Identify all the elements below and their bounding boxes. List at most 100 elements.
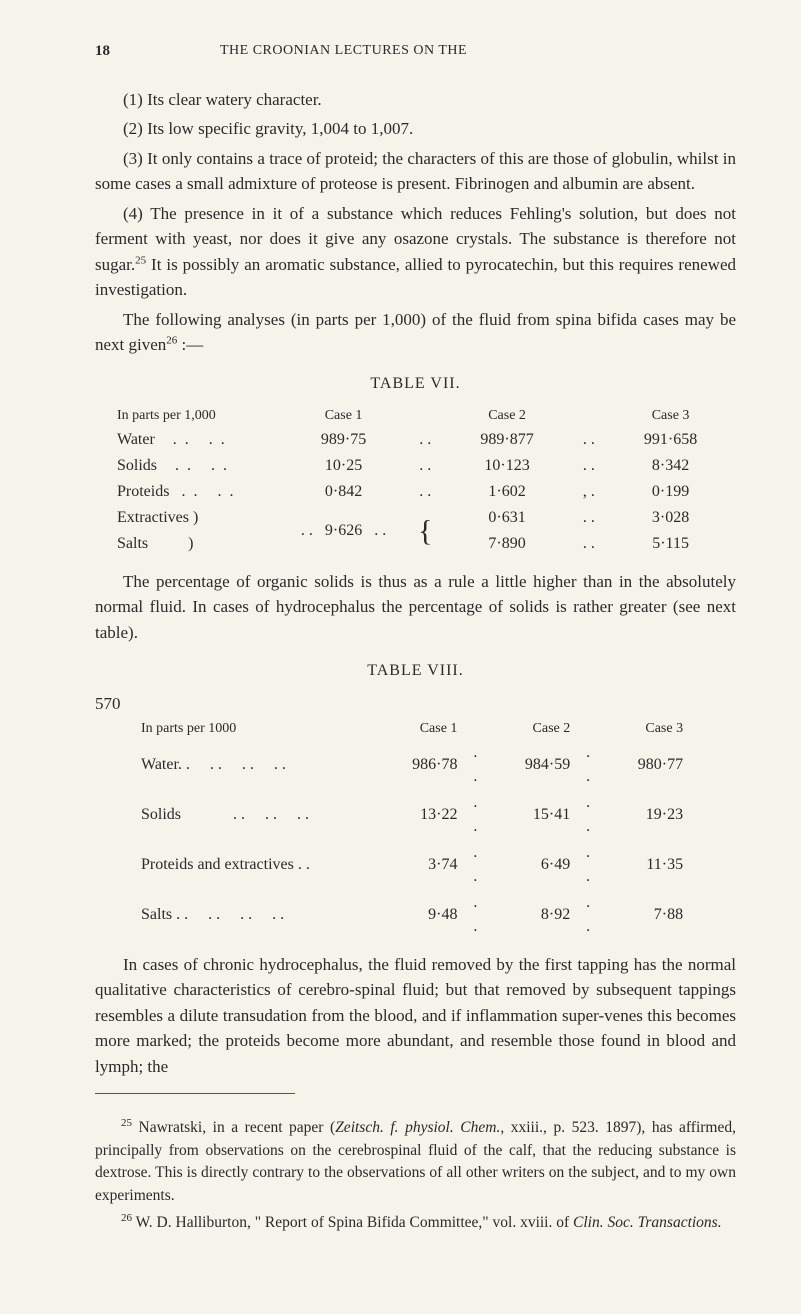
spacer (572, 404, 605, 427)
cell: 9·48 (374, 890, 463, 940)
dots: . . (576, 740, 600, 790)
citation-ital: Zeitsch. f. physiol. Chem. (335, 1119, 500, 1136)
list-item-4: (4) The presence in it of a substance wh… (95, 201, 736, 303)
dots: . . (463, 790, 487, 840)
col-header: In parts per 1,000 (95, 404, 278, 427)
row-label: Extractives ) (95, 505, 278, 531)
table-row: Solids . . . . . . 13·22 . . 15·41 . . 1… (125, 790, 689, 840)
col-header: Case 2 (487, 717, 576, 740)
text: :— (177, 335, 203, 354)
dots: . . (463, 740, 487, 790)
list-item-2: (2) Its low specific gravity, 1,004 to 1… (95, 116, 736, 142)
cell: 984·59 (487, 740, 576, 790)
page-number: 18 (95, 40, 110, 63)
spacer (409, 404, 442, 427)
dots: . . (409, 427, 442, 453)
table-8: In parts per 1000 Case 1 Case 2 Case 3 W… (125, 717, 689, 940)
row-label: Solids . . . . . . (125, 790, 374, 840)
text: It is possibly an aromatic substance, al… (95, 255, 736, 300)
table-row: Proteids . . . . 0·842 . . 1·602 , . 0·1… (95, 479, 736, 505)
row-label: Salts ) (95, 531, 278, 557)
dots: . . (576, 840, 600, 890)
table-row: Extractives ) . . 9·626 . . { 0·631 . . … (95, 505, 736, 531)
table-row: Water . . . . 989·75 . . 989·877 . . 991… (95, 427, 736, 453)
col-header: Case 1 (374, 717, 463, 740)
table-row: Solids . . . . 10·25 . . 10·123 . . 8·34… (95, 453, 736, 479)
row-label: Salts . . . . . . . . (125, 890, 374, 940)
table-row: Salts . . . . . . . . 9·48 . . 8·92 . .7… (125, 890, 689, 940)
cell: 13·22 (374, 790, 463, 840)
cell: 989·877 (442, 427, 573, 453)
col-header: Case 3 (605, 404, 736, 427)
footnote-num: 25 (121, 1117, 132, 1129)
cell: 11·35 (600, 840, 689, 890)
table-8-title: TABLE VIII. (95, 659, 736, 683)
footnote-ref-26: 26 (166, 334, 177, 346)
dots: . . (572, 453, 605, 479)
table-row: Proteids and extractives . . 3·74 . . 6·… (125, 840, 689, 890)
list-item-1: (1) Its clear watery character. (95, 87, 736, 113)
dots: . . (572, 505, 605, 531)
table-row: Water. . . . . . . . 986·78 . . 984·59 .… (125, 740, 689, 790)
dots: . . (576, 790, 600, 840)
footnote-rule (95, 1093, 295, 1094)
citation-ital: Clin. Soc. Transactions. (573, 1214, 722, 1231)
table-7: In parts per 1,000 Case 1 Case 2 Case 3 … (95, 404, 736, 557)
cell: 986·78 (374, 740, 463, 790)
cell: 10·123 (442, 453, 573, 479)
cell: 8·92 (487, 890, 576, 940)
table-7-title: TABLE VII. (95, 372, 736, 396)
cell: 6·49 (487, 840, 576, 890)
cell: 0·842 (278, 479, 409, 505)
dots: . . (576, 890, 600, 940)
spacer (576, 717, 600, 740)
cell: 8·342 (605, 453, 736, 479)
brace: { (409, 505, 442, 557)
cell: 7·88 (600, 890, 689, 940)
cell: 19·23 (600, 790, 689, 840)
row-label: Water. . . . . . . . (125, 740, 374, 790)
paragraph-6: The percentage of organic solids is thus… (95, 569, 736, 646)
col-header: Case 1 (278, 404, 409, 427)
table-header-row: In parts per 1,000 Case 1 Case 2 Case 3 (95, 404, 736, 427)
dots: . . (409, 453, 442, 479)
cell: 5·115 (605, 531, 736, 557)
cell: 989·75 (278, 427, 409, 453)
cell: 980·77 (600, 740, 689, 790)
list-item-3: (3) It only contains a trace of proteid;… (95, 146, 736, 197)
row-label: Proteids . . . . (95, 479, 278, 505)
col-header: Case 2 (442, 404, 573, 427)
table-header-row: In parts per 1000 Case 1 Case 2 Case 3 (125, 717, 689, 740)
cell: 3·028 (605, 505, 736, 531)
paragraph-7: In cases of chronic hydrocephalus, the f… (95, 952, 736, 1080)
row-label: Water . . . . (95, 427, 278, 453)
dots: . . (463, 890, 487, 940)
text: Nawratski, in a recent paper ( (132, 1119, 335, 1136)
cell: 7·890 (442, 531, 573, 557)
footnote-26: 26 W. D. Halliburton, " Report of Spina … (95, 1211, 736, 1235)
cell: . . 9·626 . . (278, 505, 409, 557)
footnote-ref-25: 25 (135, 254, 146, 266)
cell: 15·41 (487, 790, 576, 840)
cell: 0·199 (605, 479, 736, 505)
spacer (463, 717, 487, 740)
dots: . . (572, 427, 605, 453)
cell: 991·658 (605, 427, 736, 453)
running-title: THE CROONIAN LECTURES ON THE (220, 40, 467, 63)
dots: . . (572, 531, 605, 557)
page-header: 18 THE CROONIAN LECTURES ON THE (95, 40, 736, 63)
text: W. D. Halliburton, " Report of Spina Bif… (132, 1214, 573, 1231)
col-header: Case 3 (600, 717, 689, 740)
cell: 10·25 (278, 453, 409, 479)
dots: . . (463, 840, 487, 890)
row-label: Solids . . . . (95, 453, 278, 479)
dots: , . (572, 479, 605, 505)
footnote-num: 26 (121, 1212, 132, 1224)
cell: 1·602 (442, 479, 573, 505)
cell: 3·74 (374, 840, 463, 890)
col-header: In parts per 1000 (125, 717, 374, 740)
row-label: Proteids and extractives . . (125, 840, 374, 890)
dots: . . (409, 479, 442, 505)
cell: 0·631 (442, 505, 573, 531)
footnotes: 25 Nawratski, in a recent paper (Zeitsch… (95, 1116, 736, 1235)
